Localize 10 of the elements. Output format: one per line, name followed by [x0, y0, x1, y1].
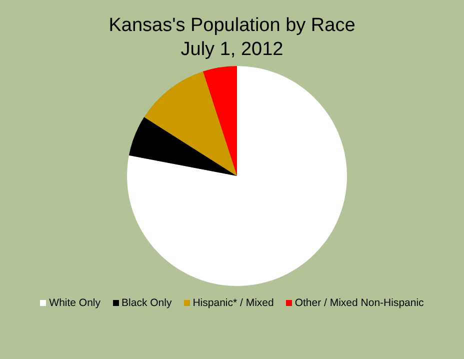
legend-label: Hispanic* / Mixed	[192, 297, 274, 309]
chart-subtitle: July 1, 2012	[180, 38, 284, 62]
legend-label: Black Only	[120, 297, 172, 309]
chart-title: Kansas's Population by Race	[108, 14, 356, 38]
legend-label: Other / Mixed Non-Hispanic	[294, 297, 424, 309]
pie-slice	[203, 66, 237, 176]
pie-slice	[127, 66, 347, 286]
pie-slice	[128, 117, 237, 176]
pie-slice	[144, 71, 237, 176]
legend-label: White Only	[48, 297, 101, 309]
